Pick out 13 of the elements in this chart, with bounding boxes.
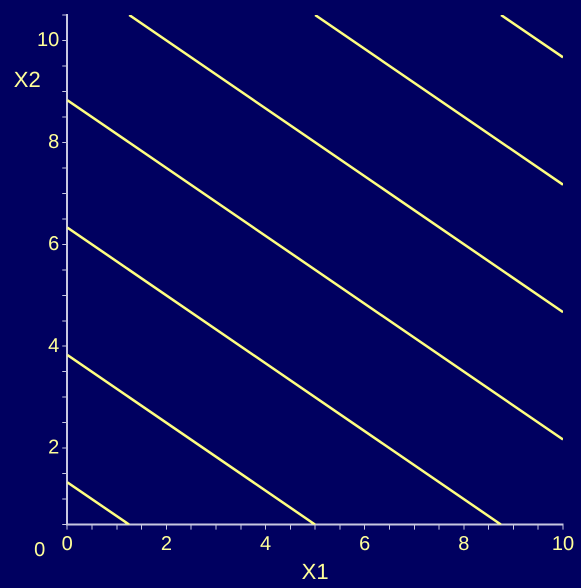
y-tick-label: 8	[48, 130, 60, 153]
y-tick-label: 10	[36, 28, 60, 51]
x-tick-label: 2	[160, 533, 172, 556]
y-tick-label: 6	[48, 232, 60, 255]
x-axis-title: X1	[302, 558, 329, 584]
x-tick-label: 8	[458, 533, 470, 556]
x-tick-label: 10	[552, 533, 574, 556]
x-tick-label: 4	[260, 533, 272, 556]
x-tick-label: 0	[62, 533, 73, 556]
y-tick-label: 4	[48, 334, 60, 357]
y-tick-label: 2	[48, 436, 60, 459]
y-axis-title: X2	[14, 67, 41, 92]
x-tick-label: 6	[359, 533, 370, 556]
